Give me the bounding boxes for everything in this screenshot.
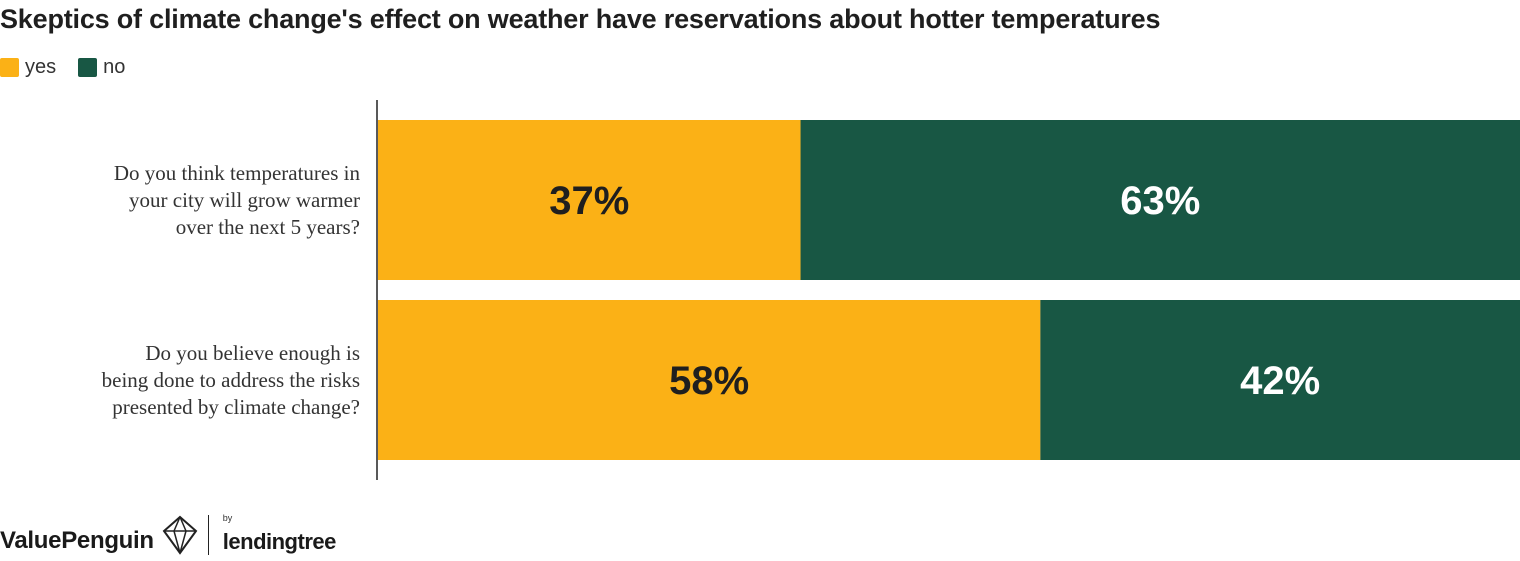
lendingtree-logo: by lendingtree bbox=[222, 513, 337, 555]
bar-no-1 bbox=[800, 120, 1520, 280]
stacked-bar-chart: 37% 63% Do you think temperatures in your c… bbox=[102, 100, 1520, 480]
data-label-no-1: 63% bbox=[1120, 179, 1200, 223]
legend-item-yes: yes bbox=[0, 56, 56, 79]
legend-item-no: no bbox=[78, 56, 125, 79]
chart-title: Skeptics of climate change's effect on w… bbox=[0, 4, 1161, 34]
data-label-yes-2: 58% bbox=[669, 359, 749, 403]
data-label-yes-1: 37% bbox=[549, 179, 629, 223]
category-label-1-line-1: Do you think temperatures in bbox=[114, 161, 361, 185]
legend-swatch-no bbox=[78, 58, 98, 77]
legend-label-yes: yes bbox=[25, 56, 57, 78]
category-label-2-line-3: presented by climate change? bbox=[112, 395, 360, 419]
category-label-2-line-2: being done to address the risks bbox=[102, 368, 360, 392]
legend: yes no bbox=[0, 56, 147, 79]
valuepenguin-logo-text: ValuePenguin bbox=[0, 527, 154, 554]
bar-yes-2 bbox=[378, 300, 1041, 460]
footer-branding: ValuePenguin by lendingtree bbox=[0, 510, 336, 560]
valuepenguin-logo-icon bbox=[162, 515, 198, 560]
legend-label-no: no bbox=[103, 56, 126, 78]
bar-yes-1 bbox=[378, 120, 801, 280]
brand-divider bbox=[207, 515, 209, 555]
lendingtree-logo-text: lendingtree bbox=[222, 529, 337, 554]
data-label-no-2: 42% bbox=[1240, 359, 1320, 403]
bar-no-2 bbox=[1040, 300, 1520, 460]
legend-swatch-yes bbox=[0, 58, 19, 77]
by-label: by bbox=[222, 513, 233, 523]
category-label-1-line-2: your city will grow warmer bbox=[129, 188, 360, 212]
category-label-2-line-1: Do you believe enough is bbox=[145, 341, 360, 365]
category-label-1-line-3: over the next 5 years? bbox=[176, 215, 360, 239]
